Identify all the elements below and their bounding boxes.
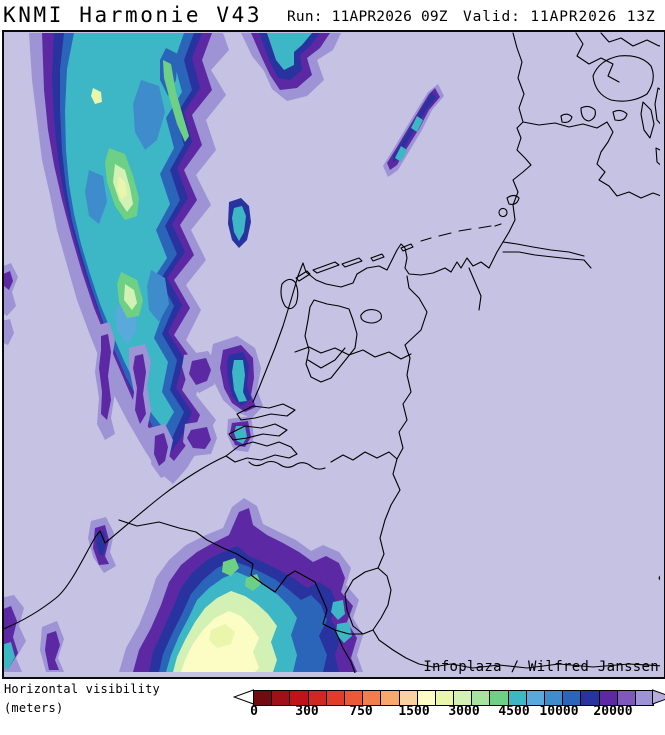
island-langeland	[640, 101, 655, 139]
right-edge-segment	[658, 575, 660, 581]
houtribdijk	[307, 347, 346, 369]
colorbar-cell	[290, 691, 309, 705]
wadden-dashes-german	[420, 223, 502, 242]
colorbar-tick: 1500	[398, 704, 430, 719]
colorbar-cell	[508, 691, 527, 705]
southwest-corner-streaks	[4, 517, 116, 672]
colorbar-cell	[454, 691, 473, 705]
legend-title-line2: (meters)	[4, 701, 64, 715]
colorbar-cell	[526, 691, 545, 705]
small-lake	[360, 309, 382, 324]
colorbar-tick: 10000	[539, 704, 579, 719]
colorbar-cell	[635, 691, 654, 705]
island-small-1	[612, 109, 628, 121]
run-timestamp: Run: 11APR2026 09Z	[287, 9, 448, 25]
delta-island-schouwen	[228, 423, 288, 441]
ne-streak	[383, 84, 444, 177]
colorbar-cell	[490, 691, 509, 705]
colorbar-tick: 4500	[498, 704, 530, 719]
colorbar-cell	[254, 691, 273, 705]
colorbar-tick: 750	[349, 704, 373, 719]
islet-small	[498, 207, 508, 218]
island-schiermonnikoog	[370, 253, 385, 262]
border-fr-lux-de	[334, 629, 660, 669]
colorbar-cell	[272, 691, 291, 705]
zeeland-spots	[182, 336, 263, 456]
island-edge-1	[654, 87, 660, 125]
island-terschelling	[312, 261, 340, 274]
border-nl-be-de	[330, 275, 428, 463]
weser-river	[468, 267, 482, 311]
colorbar-cell	[399, 691, 418, 705]
colorbar-cell	[344, 691, 364, 705]
coastlines-borders	[4, 32, 660, 673]
colorbar-cell	[363, 691, 382, 705]
tail-streaks	[95, 322, 173, 478]
westerschelde	[248, 460, 326, 470]
colorbar-cell	[435, 691, 455, 705]
rhine-river	[294, 346, 412, 360]
coast-holland-wadden-germany	[252, 241, 585, 403]
island-edge-2	[655, 147, 660, 166]
island-small-2	[560, 113, 573, 123]
south-fog-area	[119, 498, 363, 672]
colorbar-tick: 20000	[593, 704, 633, 719]
border-dk-de-baltic	[522, 121, 660, 199]
island-dash-1	[400, 243, 414, 252]
colorbar-cell	[599, 691, 618, 705]
colorbar-cell	[581, 691, 600, 705]
delta-island-walcheren	[225, 441, 298, 463]
colorbar-cell	[617, 691, 636, 705]
nw-fog-band	[29, 33, 229, 484]
island-vlieland	[295, 270, 311, 282]
colorbar-tick: 3000	[448, 704, 480, 719]
island-fyn	[592, 55, 654, 102]
island-als	[580, 105, 596, 122]
colorbar-cell	[308, 691, 327, 705]
weather-map-svg	[4, 32, 660, 673]
colorbar-ticks: 0 300 750 1500 3000 4500 10000 20000	[0, 704, 665, 720]
colorbar-tick: 0	[250, 704, 258, 719]
sea-spot	[228, 198, 251, 248]
colorbar-tick: 300	[295, 704, 319, 719]
top-center-band	[241, 33, 341, 101]
colorbar-right-arrow	[652, 689, 665, 705]
delta-island-voorne	[236, 403, 296, 421]
coast-top-right	[600, 32, 660, 47]
weather-map: Infoplaza / Wilfred Janssen	[2, 30, 665, 679]
island-ameland	[341, 257, 363, 268]
island-texel	[280, 278, 299, 310]
colorbar-cell	[326, 691, 345, 705]
coast-schleswig-west	[502, 32, 532, 243]
coast-jutland-east	[575, 32, 620, 83]
colorbar-cell	[563, 691, 582, 705]
colorbar-cells	[253, 690, 654, 706]
page-title: KNMI Harmonie V43	[3, 3, 263, 27]
eiderstedt-islet	[506, 194, 520, 205]
colorbar-cell	[417, 691, 436, 705]
credit-text: Infoplaza / Wilfred Janssen	[423, 659, 659, 675]
valid-timestamp: Valid: 11APR2026 13Z	[463, 9, 656, 25]
colorbar-cell	[381, 691, 400, 705]
border-fr-be	[118, 519, 356, 673]
west-edge-specks	[4, 263, 18, 345]
colorbar-cell	[472, 691, 491, 705]
legend-title-line1: Horizontal visibility	[4, 682, 160, 696]
visibility-field	[4, 33, 444, 672]
elbe-south-bank	[502, 251, 592, 269]
coast-france-belgium	[4, 455, 227, 630]
colorbar-left-arrow	[233, 689, 254, 705]
border-be-de-south	[377, 458, 401, 569]
ijsselmeer	[304, 299, 358, 383]
colorbar-cell	[545, 691, 564, 705]
